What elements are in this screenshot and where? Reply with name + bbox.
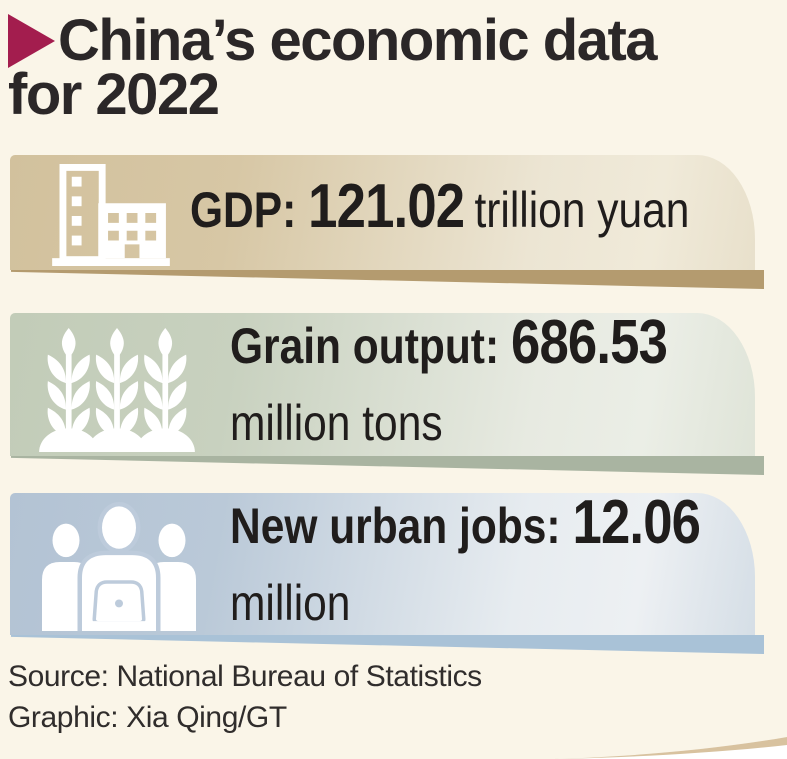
credit-text: Graphic: Xia Qing/GT <box>8 701 287 734</box>
card-gdp-label: GDP: <box>190 181 297 238</box>
corner-curl-decoration <box>552 737 787 759</box>
source-text: Source: National Bureau of Statistics <box>8 660 482 693</box>
card-jobs-face: New urban jobs: 12.06 million <box>10 493 755 635</box>
people-laptop-icon <box>40 501 198 635</box>
card-grain-text: Grain output: 686.53 million tons <box>230 313 677 456</box>
card-grain-fold-shadow <box>11 456 764 475</box>
page-title: China’s economic data for 2022 <box>8 12 658 127</box>
card-grain-face: Grain output: 686.53 million tons <box>10 313 755 456</box>
title-text-1: China’s economic data <box>58 8 658 73</box>
card-jobs-unit: million <box>230 574 351 631</box>
card-grain-unit: million tons <box>230 395 443 451</box>
card-gdp-line: GDP: 121.02 trillion yuan <box>190 171 690 255</box>
card-grain-line-1: Grain output: 686.53 <box>230 313 677 391</box>
card-jobs-line-2: million <box>230 571 710 636</box>
card-jobs-text: New urban jobs: 12.06 million <box>230 493 710 635</box>
card-new-urban-jobs: New urban jobs: 12.06 million <box>10 493 764 654</box>
card-gdp-text: GDP: 121.02 trillion yuan <box>190 155 689 270</box>
card-jobs-fold-shadow <box>11 635 764 654</box>
buildings-icon <box>52 164 170 270</box>
card-jobs-label: New urban jobs: <box>230 497 561 554</box>
card-grain-output: Grain output: 686.53 million tons <box>10 313 764 475</box>
card-grain-label: Grain output: <box>230 318 500 374</box>
card-gdp-value: 121.02 <box>308 171 465 241</box>
card-jobs-line-1: New urban jobs: 12.06 <box>230 493 710 571</box>
play-arrow-icon <box>8 14 55 68</box>
card-jobs-value: 12.06 <box>572 493 701 557</box>
card-grain-line-2: million tons <box>230 391 677 456</box>
card-gdp-unit: trillion yuan <box>474 181 690 238</box>
title-text-2: for 2022 <box>8 62 220 127</box>
card-gdp-fold-shadow <box>11 270 764 289</box>
card-gdp-face: GDP: 121.02 trillion yuan <box>10 155 755 270</box>
card-gdp: GDP: 121.02 trillion yuan <box>10 155 764 289</box>
card-grain-value: 686.53 <box>511 313 668 377</box>
footer: Source: National Bureau of Statistics Gr… <box>8 656 482 738</box>
wheat-icon <box>38 328 196 456</box>
title-line-1: China’s economic data <box>8 12 658 70</box>
